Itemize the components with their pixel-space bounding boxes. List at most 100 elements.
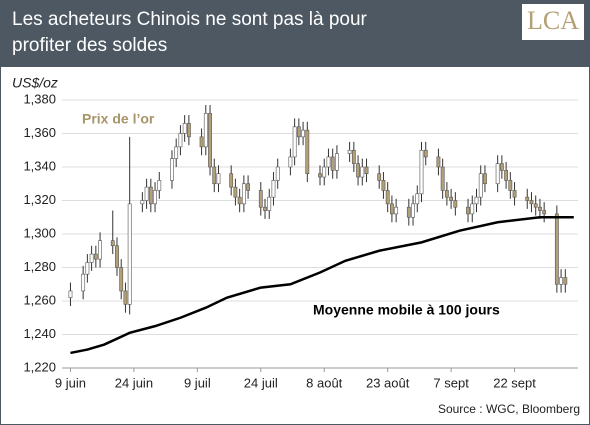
candle-body bbox=[174, 146, 179, 159]
candle-body bbox=[440, 166, 445, 191]
source: Source : WGC, Bloomberg bbox=[438, 402, 580, 416]
candle-body bbox=[305, 129, 310, 174]
candle-body bbox=[119, 267, 124, 292]
x-tick-label: 7 sept bbox=[433, 375, 469, 390]
y-tick-label: 1,360 bbox=[23, 125, 56, 140]
candle-body bbox=[381, 180, 386, 191]
candle-body bbox=[115, 245, 119, 268]
candle-body bbox=[538, 206, 542, 211]
candle-body bbox=[351, 149, 356, 164]
candle-body bbox=[89, 253, 94, 263]
candle-body bbox=[512, 190, 517, 198]
candle-body bbox=[474, 196, 479, 205]
candle-body bbox=[326, 156, 331, 168]
candle-body bbox=[563, 277, 568, 285]
x-tick-label: 22 sept bbox=[493, 375, 536, 390]
candle-body bbox=[495, 163, 500, 185]
candle-body bbox=[153, 190, 157, 205]
candle-body bbox=[178, 133, 183, 148]
overlay-label: Moyenne mobile à 100 jours bbox=[313, 302, 500, 318]
candle-body bbox=[444, 190, 449, 198]
x-tick-label: 24 juil bbox=[244, 375, 278, 390]
candle-body bbox=[148, 186, 153, 205]
candle-body bbox=[470, 203, 475, 215]
candle-body bbox=[199, 136, 204, 148]
candle-body bbox=[411, 203, 415, 218]
y-tick-label: 1,220 bbox=[23, 359, 56, 374]
candle-body bbox=[478, 173, 483, 198]
candle-body bbox=[241, 183, 246, 205]
candle-body bbox=[508, 180, 513, 191]
y-axis-label: US$/oz bbox=[12, 75, 58, 91]
candle-body bbox=[301, 129, 305, 138]
candle-body bbox=[182, 123, 187, 134]
candle-body bbox=[203, 113, 208, 148]
y-tick-label: 1,280 bbox=[23, 259, 56, 274]
candle-body bbox=[449, 196, 454, 201]
candle-body bbox=[453, 200, 458, 208]
candle-body bbox=[208, 113, 212, 168]
candle-body bbox=[330, 156, 335, 171]
candle-body bbox=[85, 262, 90, 275]
candle-body bbox=[385, 190, 390, 205]
candle-body bbox=[186, 123, 191, 138]
candle-body bbox=[466, 206, 470, 215]
candle-body bbox=[356, 163, 360, 178]
candle-body bbox=[436, 156, 441, 168]
candle-body bbox=[296, 126, 301, 138]
candle-body bbox=[271, 180, 276, 198]
candle-body bbox=[335, 153, 339, 171]
candle-body bbox=[419, 149, 424, 195]
candle-body bbox=[110, 240, 115, 247]
candle-body bbox=[258, 190, 263, 208]
candle-body bbox=[360, 166, 365, 178]
candle-body bbox=[157, 180, 162, 191]
candle-body bbox=[554, 213, 559, 285]
series-label: Prix de l’or bbox=[82, 111, 155, 127]
candle-body bbox=[212, 166, 217, 185]
y-tick-label: 1,240 bbox=[23, 326, 56, 341]
candle-body bbox=[275, 166, 280, 181]
candle-body bbox=[246, 183, 250, 191]
y-tick-label: 1,260 bbox=[23, 292, 56, 307]
candle-body bbox=[140, 200, 145, 205]
y-tick-label: 1,300 bbox=[23, 225, 56, 240]
logo-box bbox=[522, 4, 584, 40]
x-tick-label: 24 juin bbox=[115, 375, 153, 390]
candle-body bbox=[499, 163, 504, 171]
candle-body bbox=[229, 173, 234, 188]
candle-body bbox=[483, 173, 487, 185]
candle-body bbox=[233, 186, 238, 198]
y-tick-label: 1,320 bbox=[23, 192, 56, 207]
moving-average-line bbox=[70, 216, 574, 355]
y-tick-label: 1,340 bbox=[23, 158, 56, 173]
candle-body bbox=[377, 173, 382, 181]
candle-body bbox=[263, 206, 267, 211]
candle-body bbox=[170, 158, 174, 181]
x-tick-label: 9 juil bbox=[184, 375, 211, 390]
candle-body bbox=[390, 203, 394, 215]
logo: LCA bbox=[527, 6, 579, 35]
candle-body bbox=[93, 253, 98, 260]
candle-body bbox=[504, 170, 508, 181]
y-tick-label: 1,380 bbox=[23, 91, 56, 106]
x-tick-label: 23 août bbox=[366, 375, 410, 390]
candle-body bbox=[123, 290, 128, 305]
candle-body bbox=[533, 203, 538, 208]
candle-body bbox=[267, 196, 272, 211]
candle-body bbox=[364, 166, 369, 174]
candle-body bbox=[144, 186, 149, 201]
candle-body bbox=[406, 206, 411, 218]
candle-body bbox=[318, 173, 322, 178]
candle-body bbox=[237, 196, 242, 205]
candle-body bbox=[542, 210, 547, 215]
candle-body bbox=[559, 277, 563, 285]
candle-body bbox=[394, 206, 399, 215]
candle-body bbox=[322, 166, 327, 178]
candle-body bbox=[127, 203, 132, 305]
candle-body bbox=[288, 156, 293, 168]
x-tick-label: 8 août bbox=[306, 375, 343, 390]
candle-body bbox=[525, 196, 530, 201]
